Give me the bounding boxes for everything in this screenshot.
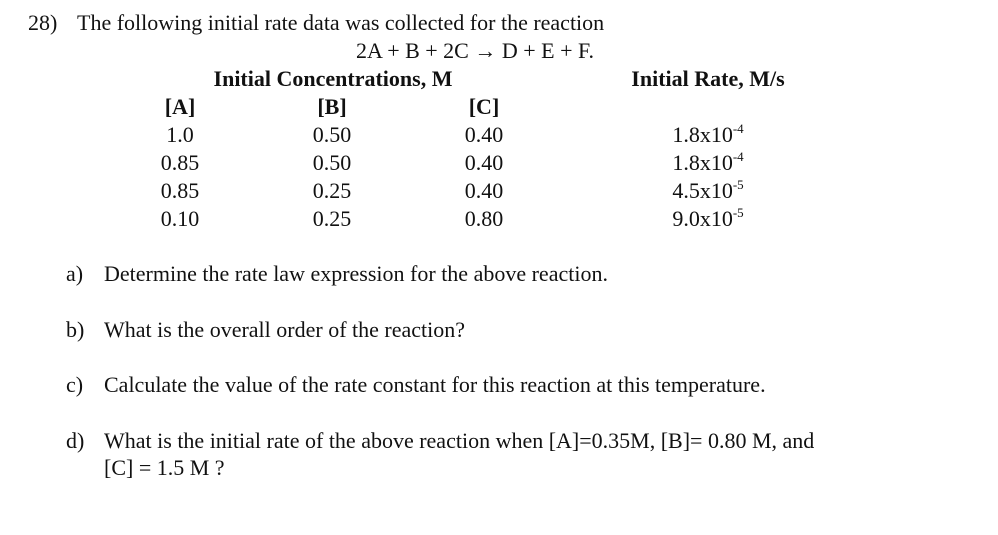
table-cell: 0.80 <box>464 206 504 231</box>
rate-exponent: -5 <box>732 177 744 192</box>
rate-cell: 1.8x10-4 <box>672 122 743 148</box>
table-cell: 0.10 <box>160 206 200 231</box>
question-number: 28) <box>28 10 58 35</box>
rate-cell: 9.0x10-5 <box>672 206 743 232</box>
column-header: [A] <box>164 94 196 119</box>
table-cell: 0.25 <box>312 206 352 231</box>
table-cell: 0.40 <box>464 122 504 147</box>
rate-base: 1.8x10 <box>672 150 733 175</box>
part-text: What is the overall order of the reactio… <box>104 316 466 342</box>
part-label: c) <box>66 372 84 397</box>
reaction: 2A + B + 2C → D + E + F. <box>356 38 594 63</box>
part-label: d) <box>66 427 85 453</box>
rate-exponent: -4 <box>732 121 744 136</box>
table-cell: 0.85 <box>160 150 200 175</box>
part-text: Determine the rate law expression for th… <box>104 261 608 286</box>
table-cell: 1.0 <box>166 122 194 147</box>
column-header: [B] <box>317 94 347 119</box>
part-text: What is the initial rate of the above re… <box>104 427 815 453</box>
table-cell: 0.50 <box>312 150 352 175</box>
rate-exponent: -4 <box>732 149 744 164</box>
part-text: Calculate the value of the rate constant… <box>104 372 766 397</box>
table-cell: 0.40 <box>464 178 504 203</box>
rate-base: 9.0x10 <box>672 206 733 231</box>
table-cell: 0.85 <box>160 178 200 203</box>
column-header: [C] <box>468 94 500 119</box>
part-label: a) <box>66 261 84 286</box>
rate-base: 1.8x10 <box>672 122 733 147</box>
rate-exponent: -5 <box>732 205 744 220</box>
rate-base: 4.5x10 <box>672 178 733 203</box>
rate-header: Initial Rate, M/s <box>631 66 785 91</box>
table-cell: 0.25 <box>312 178 352 203</box>
rate-cell: 4.5x10-5 <box>672 178 743 204</box>
rate-cell: 1.8x10-4 <box>672 150 743 176</box>
table-cell: 0.40 <box>464 150 504 175</box>
part-label: b) <box>66 316 85 342</box>
question-text: The following initial rate data was coll… <box>77 10 605 35</box>
group-header: Initial Concentrations, M <box>213 66 453 91</box>
table-cell: 0.50 <box>312 122 352 147</box>
part-text: [C] = 1.5 M ? <box>104 454 225 480</box>
